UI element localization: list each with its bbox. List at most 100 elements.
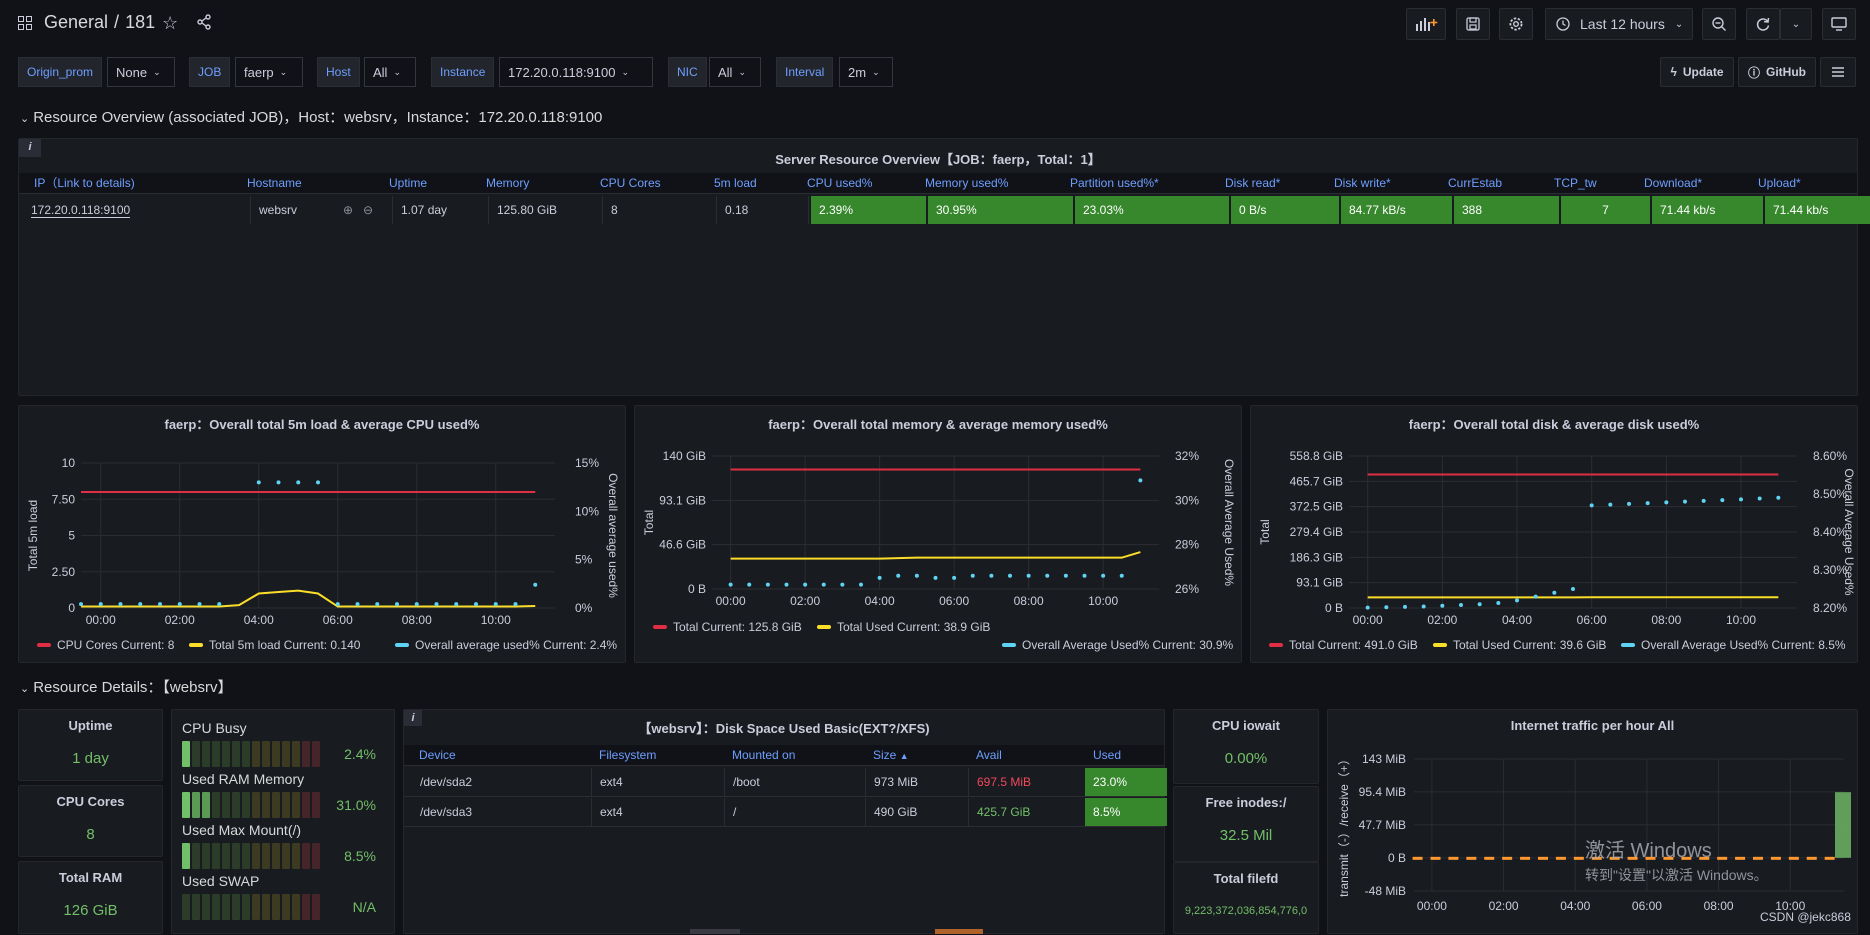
gauge-segment: [282, 843, 290, 869]
col-cpu-used[interactable]: CPU used%: [807, 173, 872, 193]
col-disk-read[interactable]: Disk read*: [1225, 173, 1280, 193]
y-right-tick-label: 30%: [1175, 493, 1199, 507]
legend-total-5m-load[interactable]: Total 5m load Current: 0.140: [189, 638, 360, 652]
series-point-cyan: [1683, 500, 1687, 504]
legend-overall-average-used[interactable]: Overall Average Used% Current: 30.9%: [1002, 638, 1233, 652]
dashboard-grid-icon[interactable]: [18, 16, 32, 30]
legend-total[interactable]: Total Current: 125.8 GiB: [653, 620, 802, 634]
series-point-cyan: [971, 574, 975, 578]
zoom-out-button[interactable]: [1702, 8, 1736, 40]
gauge-segment: [312, 741, 320, 767]
series-point-cyan: [79, 602, 83, 606]
zoom-in-icon[interactable]: ⊕: [343, 196, 353, 224]
series-point-cyan: [729, 583, 733, 587]
col-disk-write[interactable]: Disk write*: [1334, 173, 1391, 193]
dashboard-title[interactable]: 181: [125, 12, 155, 33]
gauge-segment: [302, 894, 310, 920]
gauge-segment: [182, 894, 190, 920]
variable-select-interval[interactable]: 2m⌄: [839, 57, 893, 87]
gauge-segment: [272, 741, 280, 767]
col-device[interactable]: Device: [419, 745, 456, 765]
col-tcp-tw[interactable]: TCP_tw: [1554, 173, 1597, 193]
y-tick-label: 140 GiB: [663, 449, 706, 463]
zoom-out-icon[interactable]: ⊖: [363, 196, 373, 224]
gauge-segment: [292, 741, 300, 767]
col-ip[interactable]: IP（Link to details): [34, 173, 135, 193]
refresh-interval-dropdown[interactable]: ⌄: [1780, 8, 1812, 40]
cell-ip[interactable]: 172.20.0.118:9100: [23, 196, 251, 224]
col-cpu-cores[interactable]: CPU Cores: [600, 173, 661, 193]
legend-total-used[interactable]: Total Used Current: 38.9 GiB: [817, 620, 990, 634]
y-right-tick-label: 26%: [1175, 582, 1199, 596]
col-avail[interactable]: Avail: [976, 745, 1002, 765]
cell-device: /dev/sda2: [412, 768, 592, 796]
gauge-segment: [312, 894, 320, 920]
refresh-button[interactable]: [1746, 8, 1780, 40]
stat-title: CPU iowait: [1174, 718, 1318, 733]
legend-label: Total 5m load Current: 0.140: [209, 638, 360, 652]
info-circle-icon: ⓘ: [1748, 64, 1760, 81]
col-mounted-on[interactable]: Mounted on: [732, 745, 795, 765]
gauge-segment: [312, 792, 320, 818]
variable-select-job[interactable]: faerp⌄: [235, 57, 303, 87]
tv-mode-button[interactable]: [1822, 8, 1856, 40]
col-currestab[interactable]: CurrEstab: [1448, 173, 1502, 193]
col-upload[interactable]: Upload*: [1758, 173, 1801, 193]
col-used[interactable]: Used: [1093, 745, 1121, 765]
add-panel-button[interactable]: [1406, 8, 1446, 40]
col-uptime[interactable]: Uptime: [389, 173, 427, 193]
series-point-cyan: [217, 602, 221, 606]
scroll-indicator[interactable]: [690, 929, 740, 934]
cell-disk-write: 84.77 kB/s: [1341, 196, 1452, 224]
col-hostname[interactable]: Hostname: [247, 173, 302, 193]
variable-select-instance[interactable]: 172.20.0.118:9100⌄: [499, 57, 653, 87]
x-tick-label: 04:00: [244, 613, 274, 627]
series-point-cyan: [178, 602, 182, 606]
y-right-axis-label: Overall Average Used%: [1842, 468, 1856, 596]
variable-select-nic[interactable]: All⌄: [709, 57, 761, 87]
legend-overall-average-used[interactable]: Overall Average Used% Current: 8.5%: [1621, 638, 1846, 652]
gauge-segment: [222, 792, 230, 818]
legend-total[interactable]: Total Current: 491.0 GiB: [1269, 638, 1418, 652]
gauge-segment: [302, 843, 310, 869]
variable-select-origin-prom[interactable]: None⌄: [107, 57, 175, 87]
variable-select-host[interactable]: All⌄: [364, 57, 416, 87]
row-header-resource-overview[interactable]: ⌄Resource Overview (associated JOB)，Host…: [20, 106, 602, 127]
save-dashboard-button[interactable]: [1456, 8, 1490, 40]
col-memory[interactable]: Memory: [486, 173, 529, 193]
legend-total-used[interactable]: Total Used Current: 39.6 GiB: [1433, 638, 1606, 652]
star-icon[interactable]: ☆: [162, 13, 178, 34]
traffic-transmit-bar: [1807, 857, 1817, 860]
scroll-indicator-accent[interactable]: [935, 929, 983, 934]
x-tick-label: 08:00: [402, 613, 432, 627]
chevron-down-icon: ⌄: [20, 683, 29, 695]
col-filesystem[interactable]: Filesystem: [599, 745, 656, 765]
gauge-segment: [212, 843, 220, 869]
legend-overall-average-used[interactable]: Overall average used% Current: 2.4%: [395, 638, 617, 652]
stat-title: Uptime: [19, 718, 162, 733]
gauge-segment: [202, 741, 210, 767]
variable-label-host: Host: [317, 57, 360, 87]
col-memory-used[interactable]: Memory used%: [925, 173, 1008, 193]
stat-title: CPU Cores: [19, 794, 162, 809]
breadcrumb-folder[interactable]: General: [44, 12, 108, 33]
col-partition-used[interactable]: Partition used%*: [1070, 173, 1159, 193]
time-range-picker[interactable]: Last 12 hours ⌄: [1545, 8, 1693, 40]
share-icon[interactable]: [196, 14, 212, 33]
table-row: /dev/sda3 ext4 / 490 GiB 425.7 GiB 8.5%: [404, 798, 1164, 827]
col-download[interactable]: Download*: [1644, 173, 1702, 193]
row-header-resource-details[interactable]: ⌄Resource Details：【websrv】: [20, 676, 232, 697]
legend-cpu-cores[interactable]: CPU Cores Current: 8: [37, 638, 174, 652]
menu-button[interactable]: [1820, 57, 1856, 87]
ip-link[interactable]: 172.20.0.118:9100: [31, 203, 130, 218]
chevron-down-icon: ⌄: [280, 67, 288, 78]
series-point-cyan: [859, 583, 863, 587]
col-5m-load[interactable]: 5m load: [714, 173, 757, 193]
settings-button[interactable]: [1499, 8, 1533, 40]
col-size[interactable]: Size ▲: [873, 745, 909, 766]
